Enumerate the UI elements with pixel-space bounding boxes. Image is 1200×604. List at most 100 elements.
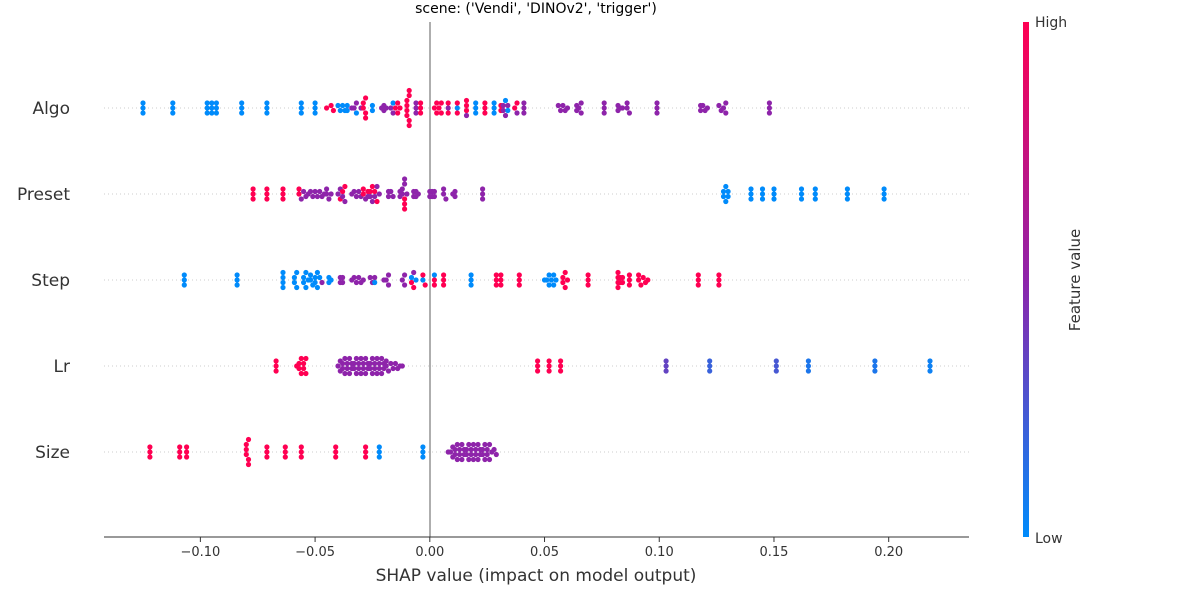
shap-point-step (303, 269, 309, 276)
shap-point-preset (759, 186, 766, 192)
shap-point-preset (372, 188, 378, 195)
shap-points (140, 87, 933, 468)
shap-point-step (372, 279, 378, 286)
shap-point-step (314, 284, 320, 291)
shap-point-algo (482, 110, 488, 116)
shap-point-algo (344, 102, 350, 109)
shap-point-size (420, 449, 426, 455)
shap-point-algo (576, 105, 582, 111)
shap-point-algo (482, 105, 488, 111)
shap-point-step (564, 277, 571, 283)
shap-point-algo (264, 110, 270, 116)
shap-point-size (243, 451, 249, 458)
shap-point-lr (335, 363, 341, 369)
shap-point-lr (351, 365, 357, 372)
shap-point-preset (296, 191, 302, 197)
shap-point-size (264, 449, 270, 455)
shap-point-algo (445, 100, 451, 106)
shap-point-lr (385, 368, 392, 374)
shap-point-preset (441, 186, 447, 192)
shap-point-algo (438, 110, 444, 116)
shap-point-preset (748, 196, 754, 202)
shap-point-step (716, 272, 722, 278)
x-tick-label: 0.20 (874, 545, 903, 560)
shap-point-lr (358, 355, 364, 362)
shap-point-size (245, 456, 252, 463)
shap-point-size (480, 451, 486, 458)
shap-point-lr (303, 355, 309, 362)
shap-point-step (615, 284, 621, 291)
shap-point-algo (344, 107, 350, 114)
shap-point-algo (328, 102, 334, 109)
shap-point-lr (872, 358, 878, 364)
shap-point-size (480, 446, 486, 453)
shap-point-step (360, 277, 366, 283)
shap-point-lr (805, 358, 812, 364)
shap-point-size (184, 444, 190, 450)
shap-point-step (312, 274, 318, 281)
shap-point-step (638, 282, 644, 288)
shap-point-step (422, 282, 428, 288)
shap-point-step (420, 277, 426, 283)
shap-point-preset (480, 191, 486, 197)
shap-point-algo (463, 112, 470, 119)
shap-point-algo (654, 110, 660, 116)
shap-point-lr (927, 363, 933, 369)
shap-point-step (420, 272, 426, 278)
shap-point-lr (872, 368, 878, 374)
shap-point-step (468, 282, 474, 288)
shap-point-step (636, 272, 642, 278)
shap-point-preset (759, 196, 766, 202)
shap-point-size (468, 451, 474, 458)
shap-point-algo (601, 105, 607, 111)
shap-point-lr (379, 355, 385, 362)
shap-point-algo (578, 100, 584, 106)
shap-point-algo (624, 105, 630, 111)
shap-point-size (264, 444, 270, 450)
shap-point-algo (392, 105, 398, 111)
shap-point-size (147, 444, 153, 450)
shap-point-size (245, 461, 252, 468)
shap-point-size (147, 454, 153, 460)
shap-point-preset (353, 193, 359, 200)
shap-point-lr (558, 363, 564, 369)
shap-point-algo (491, 105, 497, 111)
shap-point-lr (369, 370, 375, 377)
shap-point-preset (280, 196, 286, 202)
shap-point-step (351, 274, 357, 281)
shap-point-lr (663, 363, 669, 369)
shap-point-algo (298, 100, 304, 106)
shap-point-algo (298, 105, 304, 111)
shap-point-step (408, 274, 415, 281)
shap-point-algo (360, 100, 366, 106)
shap-point-lr (273, 368, 279, 374)
feature-label-preset: Preset (17, 185, 70, 205)
shap-point-step (317, 274, 323, 281)
shap-point-step (408, 279, 415, 286)
shap-point-step (716, 282, 722, 288)
shap-point-preset (360, 191, 366, 197)
shap-point-preset (340, 193, 346, 200)
shap-point-step (383, 277, 389, 283)
shap-point-step (319, 279, 325, 286)
shap-point-algo (264, 105, 270, 111)
shap-point-preset (881, 196, 887, 202)
shap-point-preset (771, 191, 777, 197)
shap-point-lr (535, 363, 541, 369)
shap-point-algo (626, 110, 633, 116)
shap-point-size (493, 451, 499, 458)
shap-point-size (482, 456, 488, 463)
shap-point-preset (771, 196, 777, 202)
shap-point-algo (654, 105, 660, 111)
shap-point-algo (170, 100, 176, 106)
shap-point-preset (720, 188, 727, 195)
shap-point-algo (413, 110, 419, 116)
shap-point-size (184, 454, 190, 460)
shap-point-preset (812, 191, 818, 197)
shap-point-step (498, 282, 504, 288)
shap-point-algo (239, 110, 245, 116)
shap-point-lr (346, 370, 353, 377)
shap-point-lr (342, 370, 348, 377)
shap-point-step (493, 272, 499, 278)
shap-point-preset (798, 186, 805, 192)
